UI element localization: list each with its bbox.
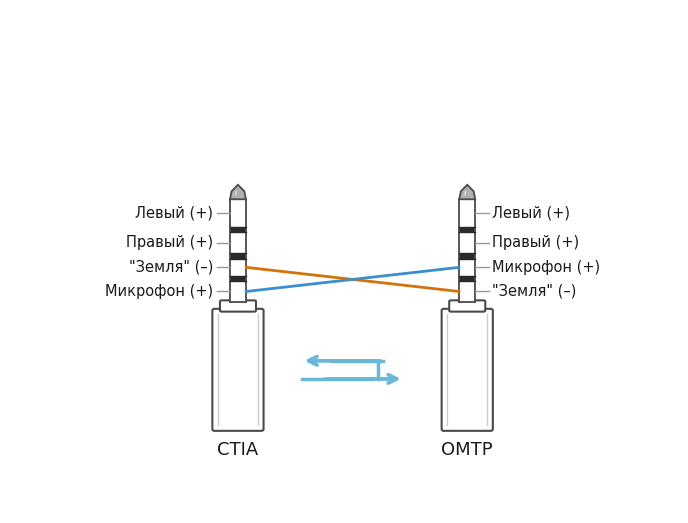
Text: OMTP: OMTP — [442, 441, 493, 459]
Text: "Земля" (–): "Земля" (–) — [129, 260, 213, 275]
Bar — [230, 259, 246, 276]
FancyBboxPatch shape — [442, 309, 493, 431]
Bar — [230, 226, 246, 232]
Polygon shape — [460, 185, 475, 199]
FancyBboxPatch shape — [213, 309, 264, 431]
Text: Микрофон (+): Микрофон (+) — [105, 284, 213, 299]
Polygon shape — [230, 185, 246, 199]
FancyBboxPatch shape — [449, 300, 485, 312]
Text: Микрофон (+): Микрофон (+) — [492, 260, 600, 275]
Text: CTIA: CTIA — [217, 441, 259, 459]
FancyBboxPatch shape — [220, 300, 256, 312]
Bar — [230, 253, 246, 259]
Bar — [460, 232, 475, 253]
Text: Левый (+): Левый (+) — [136, 206, 213, 221]
Text: Левый (+): Левый (+) — [492, 206, 570, 221]
Bar — [230, 276, 246, 281]
Bar — [460, 199, 475, 226]
Text: Правый (+): Правый (+) — [492, 235, 579, 251]
Bar — [460, 253, 475, 259]
Bar — [230, 199, 246, 226]
Bar — [460, 226, 475, 232]
Bar — [460, 281, 475, 302]
Text: "Земля" (–): "Земля" (–) — [492, 284, 576, 299]
Bar — [460, 259, 475, 276]
Bar — [230, 281, 246, 302]
Text: Правый (+): Правый (+) — [127, 235, 213, 251]
Bar — [460, 276, 475, 281]
Bar — [230, 232, 246, 253]
